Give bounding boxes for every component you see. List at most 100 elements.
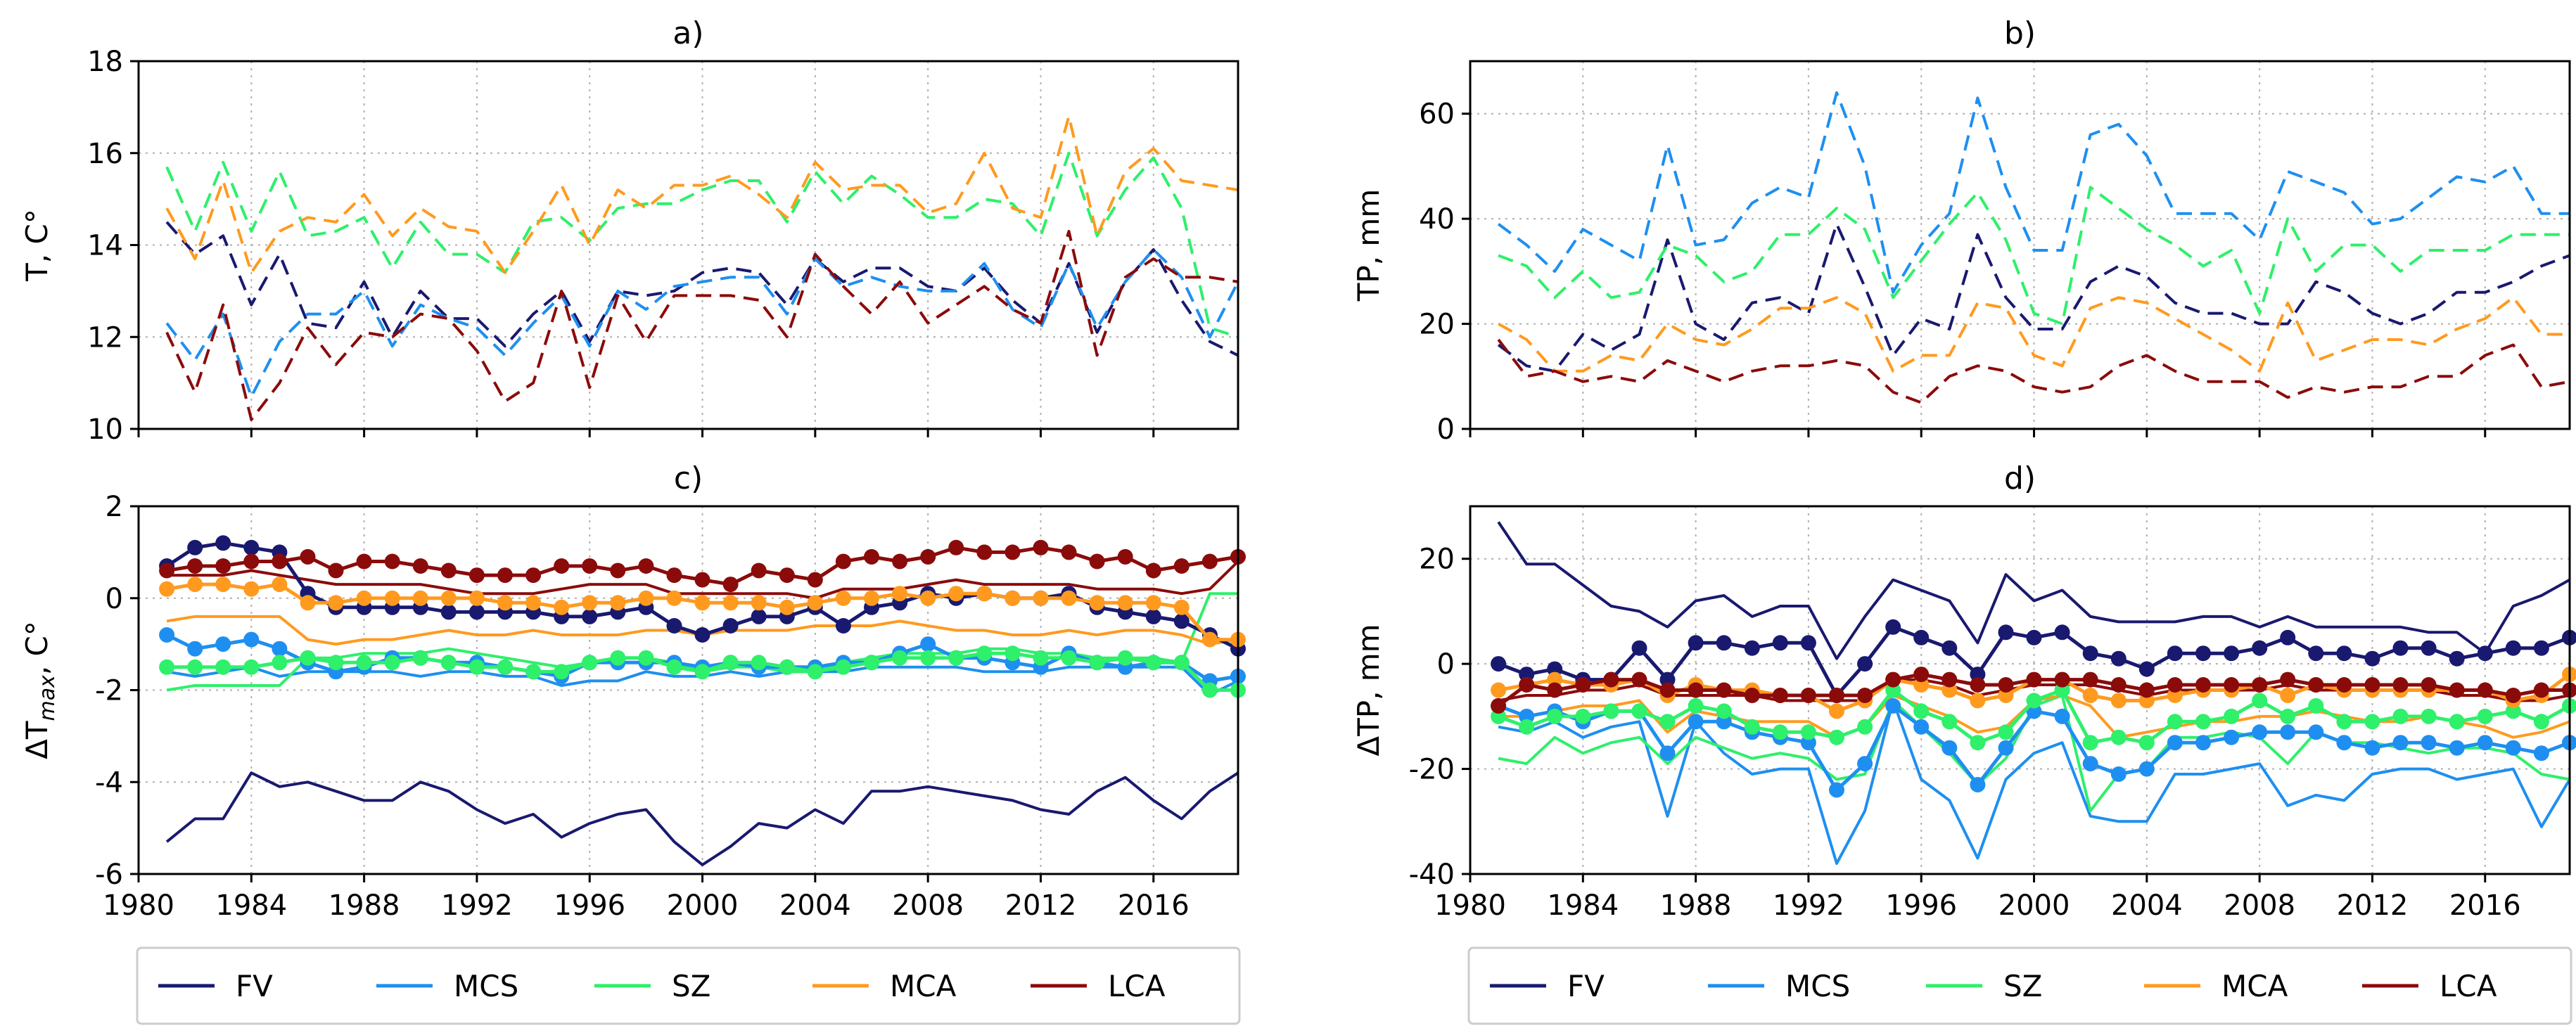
data-point-mca: [1005, 590, 1021, 606]
data-point-sz: [1061, 650, 1077, 666]
data-point-fv: [1998, 624, 2014, 641]
data-point-sz: [1941, 714, 1958, 730]
data-point-sz: [1829, 729, 1844, 745]
data-point-sz: [864, 655, 879, 671]
data-point-mca: [582, 595, 598, 611]
data-point-sz: [1800, 724, 1816, 740]
y-axis-label-unit: , C°: [20, 621, 54, 675]
y-axis-a: 10 12 14 16 18: [87, 46, 139, 446]
data-point-lca: [694, 572, 710, 588]
series-line-sz: [1498, 186, 2570, 326]
data-point-lca: [440, 562, 457, 579]
data-point-mca: [610, 595, 626, 611]
data-point-lca: [2364, 677, 2380, 693]
data-point-mcs: [2224, 729, 2240, 745]
data-point-lca: [2477, 682, 2493, 698]
data-point-sz: [2224, 708, 2240, 724]
data-point-lca: [356, 553, 372, 570]
data-point-fv: [2336, 645, 2352, 662]
x-axis-a: [137, 429, 1155, 437]
y-axis-label-a: T, C°: [20, 209, 54, 282]
data-point-mca: [722, 595, 739, 611]
data-point-mca: [468, 590, 485, 606]
data-point-lca: [412, 558, 428, 574]
data-point-fv: [1744, 640, 1760, 656]
y-tick-label: 20: [1419, 309, 1455, 341]
data-point-mcs: [1970, 777, 1986, 792]
data-point-mca: [807, 595, 823, 611]
data-point-lca: [948, 539, 964, 555]
data-point-mca: [1829, 703, 1844, 719]
data-point-sz: [1201, 682, 1218, 698]
data-point-lca: [2224, 677, 2240, 693]
data-point-lca: [1970, 677, 1986, 693]
data-point-fv: [1885, 619, 1901, 635]
data-point-sz: [1089, 655, 1105, 671]
data-point-mcs: [2533, 745, 2549, 761]
data-point-lca: [1885, 671, 1901, 688]
data-point-mcs: [1998, 740, 2014, 756]
data-point-sz: [300, 650, 316, 666]
data-point-sz: [694, 664, 710, 680]
x-tick-label: 1980: [1434, 889, 1506, 922]
y-tick-label: 40: [1419, 203, 1455, 236]
data-point-sz: [2167, 714, 2183, 730]
panel-b: 0 20 40 60 b) TP, mm: [1351, 15, 2571, 446]
data-point-sz: [412, 650, 428, 666]
data-point-sz: [722, 655, 739, 671]
data-point-lca: [1201, 553, 1218, 570]
data-point-lca: [2026, 671, 2042, 688]
series-line-fv: [1497, 222, 2570, 373]
x-tick-label: 1984: [215, 889, 287, 922]
data-point-fv: [2308, 645, 2324, 662]
data-point-fv: [2505, 640, 2521, 656]
data-point-lca: [1089, 553, 1105, 570]
data-point-mca: [1970, 693, 1986, 709]
data-point-lca: [610, 562, 626, 579]
data-point-lca: [1575, 677, 1591, 693]
data-point-mca: [920, 590, 936, 606]
data-point-lca: [864, 548, 879, 565]
data-point-fv: [1688, 635, 1704, 651]
data-point-lca: [2280, 671, 2296, 688]
data-point-mca: [751, 595, 767, 611]
data-point-mca: [864, 590, 879, 606]
data-point-mca: [554, 599, 570, 615]
series-line-fv: [165, 221, 1239, 357]
data-point-mcs: [2392, 735, 2409, 751]
data-point-mca: [666, 590, 682, 606]
data-point-lca: [2110, 677, 2127, 693]
x-tick-label: 1996: [1885, 889, 1957, 922]
data-point-lca: [1173, 558, 1190, 574]
y-axis-label-main: ΔT: [20, 721, 54, 759]
data-point-mca: [384, 590, 400, 606]
data-point-sz: [159, 659, 175, 675]
x-tick-label: 1988: [329, 889, 400, 922]
data-point-mcs: [1829, 782, 1844, 798]
data-point-mca: [1491, 682, 1507, 698]
panel-d: -40 -20 0 20 1980 1984 1988 1992 1996 2000 2004 200…: [1351, 461, 2576, 922]
data-point-mca: [328, 595, 344, 611]
grid-b: [1470, 61, 2570, 429]
data-point-sz: [1005, 645, 1021, 662]
data-point-sz: [554, 664, 570, 680]
series-line-mca: [165, 115, 1239, 274]
y-axis-label-c: ΔTmax, C°: [20, 621, 60, 759]
data-point-sz: [1857, 719, 1873, 735]
data-point-mca: [1061, 590, 1077, 606]
data-point-lca: [1033, 539, 1049, 555]
data-point-mca: [215, 577, 231, 593]
data-point-sz: [835, 659, 851, 675]
x-tick-label: 2008: [892, 889, 964, 922]
series-line-mcs: [165, 248, 1239, 399]
data-point-fv: [2392, 640, 2409, 656]
data-point-fv: [2026, 629, 2042, 645]
data-point-mca: [272, 577, 288, 593]
data-point-lca: [328, 562, 344, 579]
data-point-sz: [807, 664, 823, 680]
series-b: [1497, 91, 2570, 404]
x-tick-label: 1992: [441, 889, 513, 922]
x-tick-label: 2016: [1118, 889, 1190, 922]
data-point-fv: [2082, 645, 2098, 662]
data-point-lca: [920, 548, 936, 565]
